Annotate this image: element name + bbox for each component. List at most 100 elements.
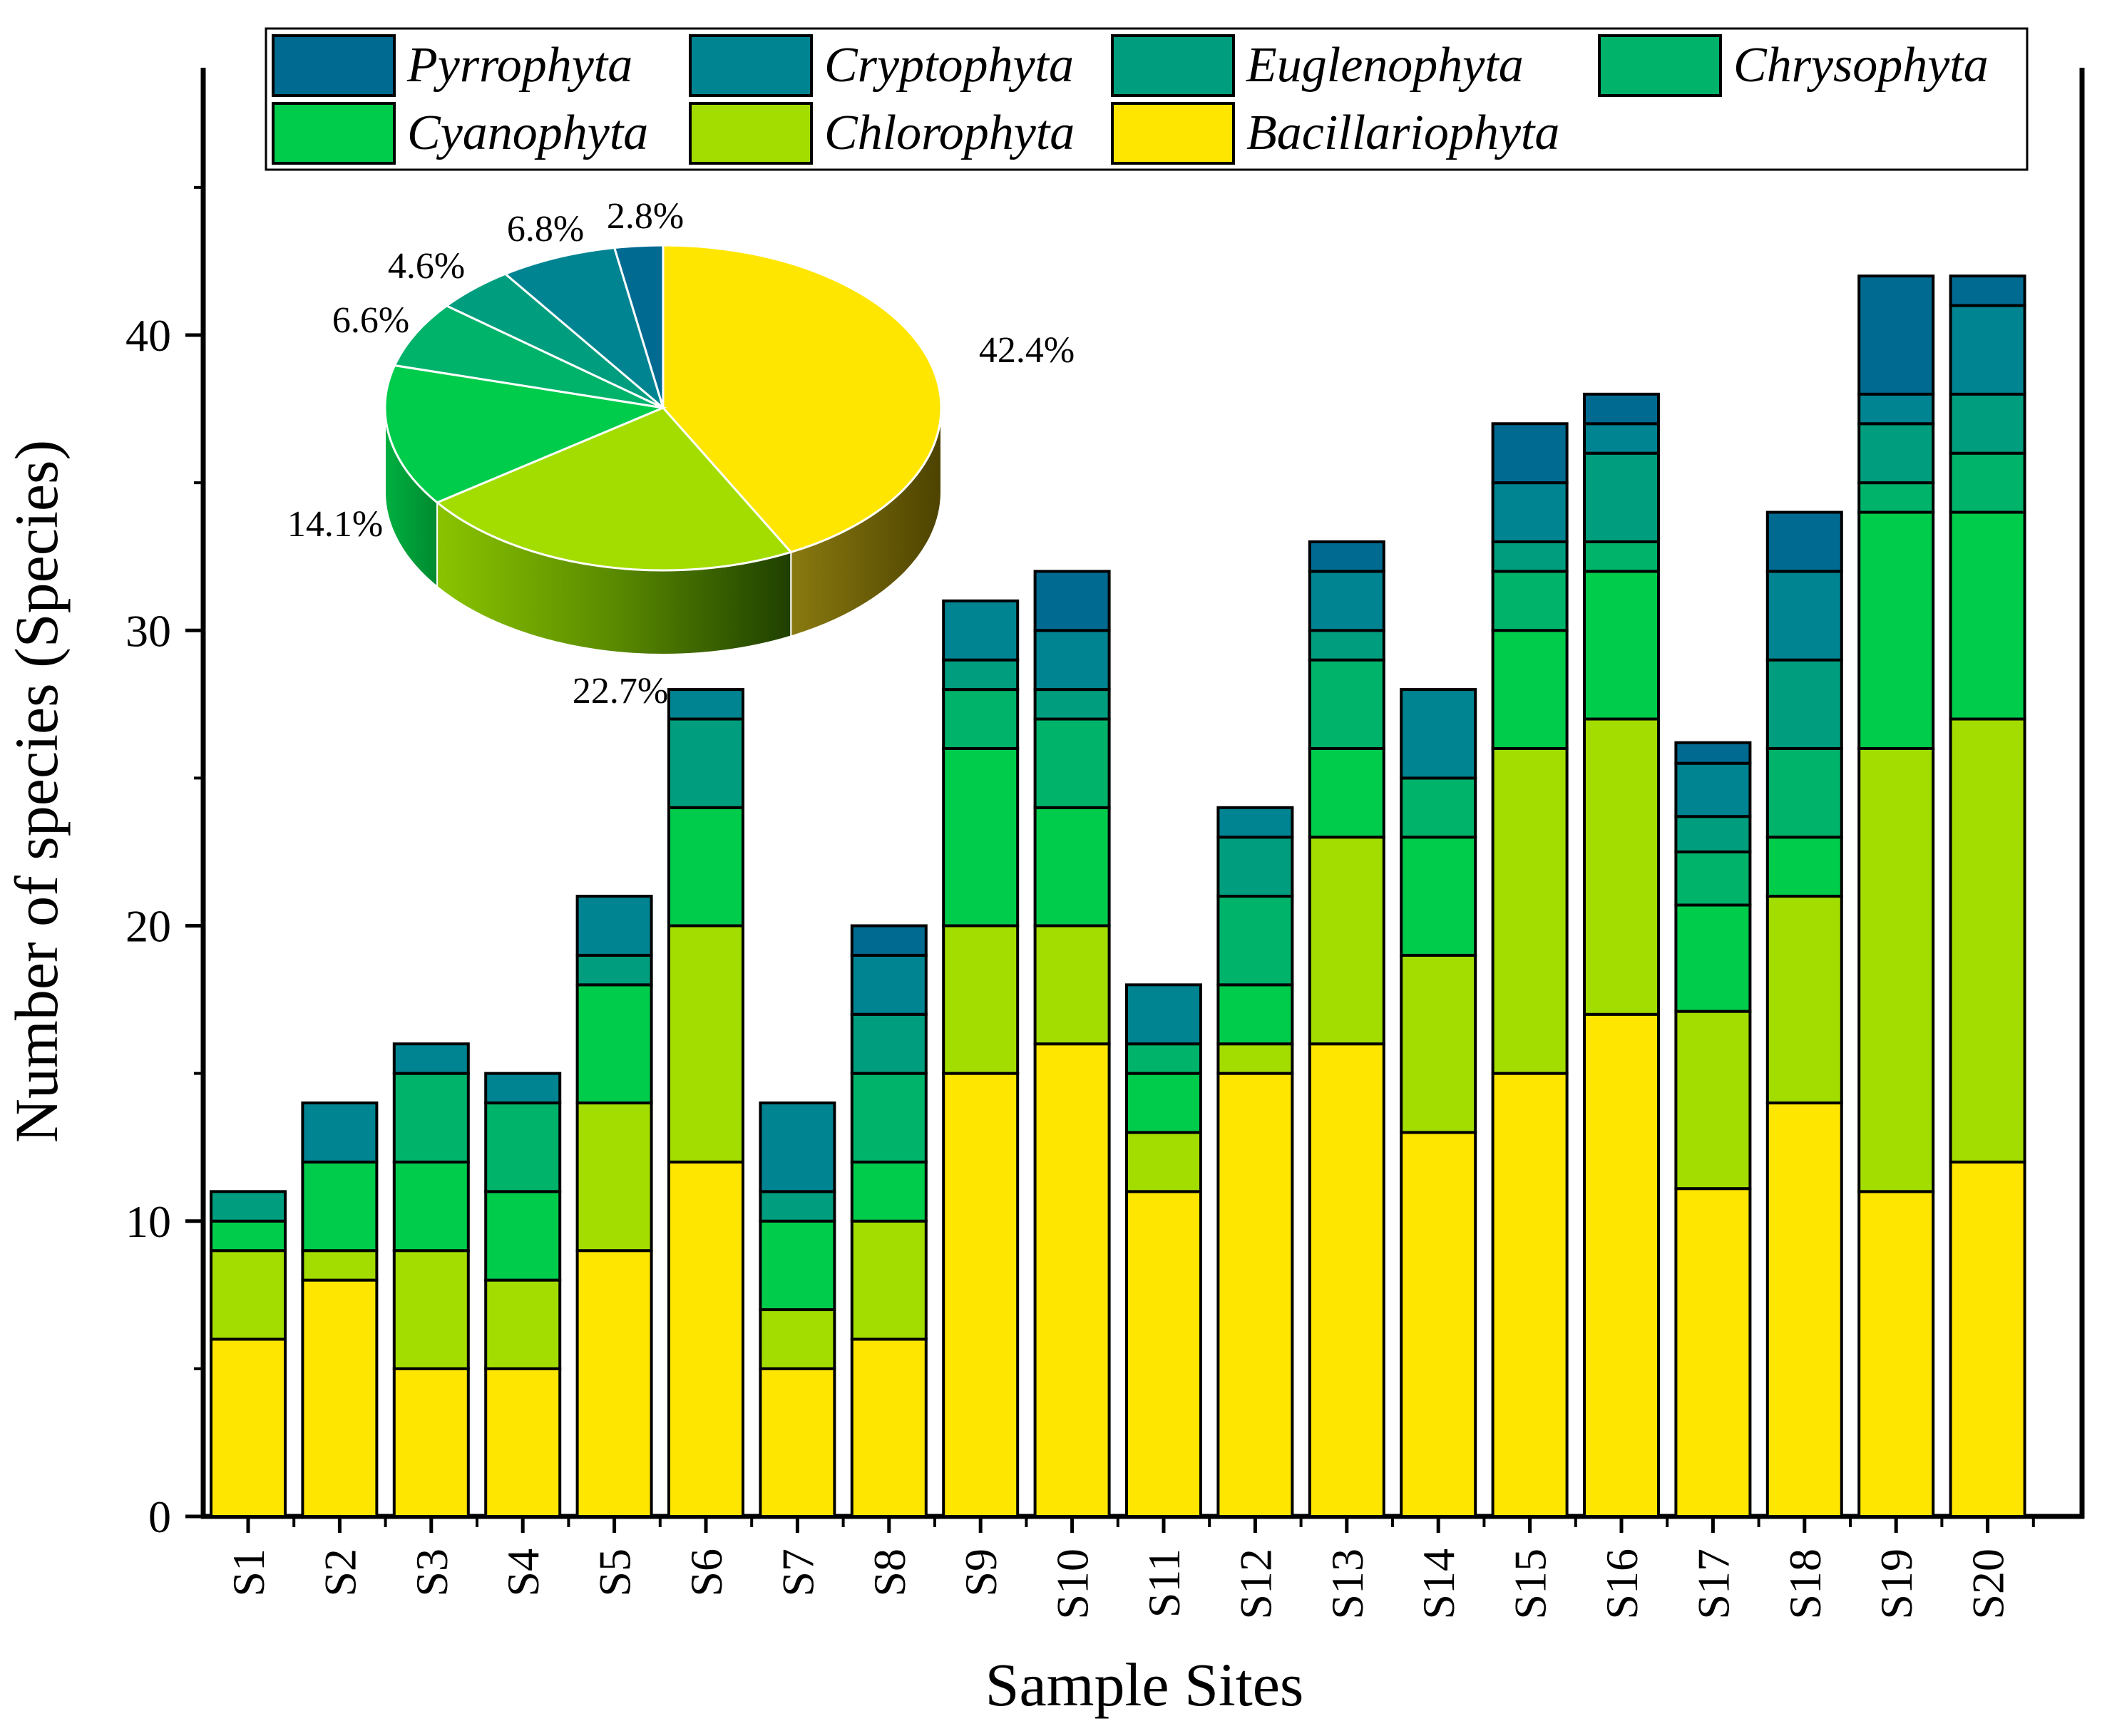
- bar-segment-bacillariophyta: [1674, 1187, 1752, 1518]
- bar-segment-bacillariophyta: [850, 1337, 928, 1518]
- bar-segment-bacillariophyta: [1400, 1131, 1477, 1518]
- bar-segment-euglenophyta: [210, 1190, 287, 1223]
- bar-segment-bacillariophyta: [667, 1160, 744, 1519]
- x-tick-label: S4: [498, 1548, 548, 1597]
- legend-label-cyanophyta: Cyanophyta: [407, 106, 648, 160]
- y-tick-label: 0: [148, 1491, 171, 1542]
- bar-segment-chrysophyta: [392, 1072, 470, 1164]
- bar-segment-pyrrophyta: [1949, 274, 2026, 307]
- x-tick-label: S16: [1596, 1548, 1647, 1620]
- bar-segment-cyanophyta: [1308, 746, 1385, 839]
- bar-segment-cyanophyta: [1216, 983, 1294, 1046]
- x-tick-label: S17: [1688, 1548, 1738, 1620]
- bar-segment-euglenophyta: [759, 1190, 836, 1223]
- bar-segment-chlorophyta: [1583, 717, 1660, 1016]
- bar-segment-bacillariophyta: [942, 1072, 1020, 1518]
- pie-slice-chrysophyta: [393, 304, 664, 409]
- bar-segment-euglenophyta: [1765, 658, 1843, 750]
- x-tick-label: S11: [1139, 1548, 1189, 1618]
- bar-segment-chrysophyta: [942, 688, 1020, 750]
- y-axis-title: Number of species (Species): [2, 440, 71, 1143]
- legend-label-euglenophyta: Euglenophyta: [1246, 38, 1524, 93]
- bar-segment-chlorophyta: [1033, 924, 1111, 1046]
- bar-segment-cryptophyta: [1400, 688, 1477, 780]
- x-tick-label: S19: [1871, 1548, 1922, 1620]
- pie-value-label: 14.1%: [287, 504, 383, 545]
- bar-segment-chlorophyta: [1308, 836, 1385, 1046]
- bars: [210, 274, 2026, 1519]
- bar-segment-pyrrophyta: [1033, 570, 1111, 632]
- x-tick-label: S7: [772, 1548, 823, 1597]
- legend: Pyrrophyta Cryptophyta Euglenophyta Chrysop…: [265, 27, 2029, 171]
- x-tick-label: S9: [955, 1548, 1006, 1597]
- bar-segment-cryptophyta: [1674, 761, 1752, 818]
- bar-segment-cryptophyta: [484, 1072, 562, 1105]
- bar-segment-cyanophyta: [210, 1219, 287, 1253]
- bar-segment-cyanophyta: [1400, 836, 1477, 957]
- bar-segment-chlorophyta: [1491, 746, 1569, 1075]
- x-tick-label: S13: [1322, 1548, 1373, 1620]
- legend-label-chrysophyta: Chrysophyta: [1733, 38, 1989, 93]
- bar-segment-cryptophyta: [1125, 983, 1202, 1046]
- bar-segment-cyanophyta: [1583, 570, 1660, 721]
- bar-segment-euglenophyta: [1216, 836, 1294, 898]
- legend-swatch-chlorophyta: [689, 102, 813, 165]
- bar-segment-euglenophyta: [850, 1012, 928, 1075]
- x-tick-label: S3: [406, 1548, 457, 1597]
- bar-segment-chrysophyta: [1125, 1042, 1202, 1075]
- bar-segment-bacillariophyta: [1491, 1072, 1569, 1518]
- bar-segment-cryptophyta: [759, 1101, 836, 1193]
- y-tick-label: 40: [125, 310, 171, 361]
- legend-label-pyrrophyta: Pyrrophyta: [406, 38, 632, 93]
- bar-segment-chrysophyta: [1033, 717, 1111, 809]
- x-tick-label: S20: [1963, 1548, 2014, 1620]
- bar-segment-bacillariophyta: [1033, 1042, 1111, 1518]
- bar-segment-chrysophyta: [1400, 776, 1477, 839]
- bar-segment-cyanophyta: [1491, 629, 1569, 750]
- bar-segment-euglenophyta: [942, 658, 1020, 692]
- bar-segment-pyrrophyta: [1308, 540, 1385, 573]
- bar-segment-chlorophyta: [1949, 717, 2026, 1164]
- bar-segment-chrysophyta: [1308, 658, 1385, 750]
- x-tick-label: S10: [1047, 1548, 1098, 1620]
- bar-segment-euglenophyta: [1949, 392, 2026, 455]
- bar-segment-chlorophyta: [759, 1308, 836, 1370]
- bar-segment-cryptophyta: [850, 953, 928, 1016]
- bar-segment-bacillariophyta: [1216, 1072, 1294, 1518]
- bar-segment-chrysophyta: [1216, 895, 1294, 987]
- bar-segment-chlorophyta: [301, 1249, 379, 1282]
- bar-segment-cyanophyta: [667, 806, 744, 928]
- bar-segment-euglenophyta: [575, 953, 653, 987]
- bar-segment-chlorophyta: [1674, 1010, 1752, 1191]
- bar-segment-pyrrophyta: [1765, 510, 1843, 573]
- legend-swatch-cryptophyta: [689, 34, 813, 97]
- bar-segment-pyrrophyta: [1491, 422, 1569, 485]
- x-tick-label: S8: [864, 1548, 915, 1597]
- bar-segment-cryptophyta: [667, 688, 744, 721]
- legend-swatch-euglenophyta: [1111, 34, 1235, 97]
- bar-segment-cryptophyta: [1033, 629, 1111, 692]
- bar-segment-cryptophyta: [575, 895, 653, 957]
- pie-value-label: 6.8%: [507, 209, 584, 250]
- pie-value-label: 4.6%: [388, 246, 465, 287]
- bar-segment-bacillariophyta: [1583, 1012, 1660, 1518]
- bar-segment-chlorophyta: [1125, 1131, 1202, 1193]
- bar-segment-cyanophyta: [484, 1190, 562, 1282]
- legend-swatch-bacillariophyta: [1111, 102, 1235, 165]
- x-tick-label: S1: [223, 1548, 274, 1597]
- bar-segment-cryptophyta: [1308, 570, 1385, 632]
- bar-segment-chrysophyta: [1765, 746, 1843, 839]
- pie-chart: 42.4% 22.7% 14.1% 6.6% 4.6% 6.8% 2.8%: [287, 196, 1075, 712]
- legend-label-chlorophyta: Chlorophyta: [824, 106, 1075, 160]
- bar-segment-chlorophyta: [1857, 746, 1935, 1193]
- bar-segment-chlorophyta: [667, 924, 744, 1164]
- bar-segment-cyanophyta: [850, 1160, 928, 1223]
- bar-segment-chlorophyta: [1765, 895, 1843, 1105]
- bar-segment-euglenophyta: [1491, 540, 1569, 573]
- legend-swatch-cyanophyta: [272, 102, 396, 165]
- bar-segment-cyanophyta: [575, 983, 653, 1105]
- pie-value-label: 42.4%: [979, 330, 1075, 371]
- bar-segment-bacillariophyta: [484, 1367, 562, 1518]
- bar-segment-bacillariophyta: [392, 1367, 470, 1518]
- y-ticks: 0 10 20 30 40: [125, 185, 203, 1542]
